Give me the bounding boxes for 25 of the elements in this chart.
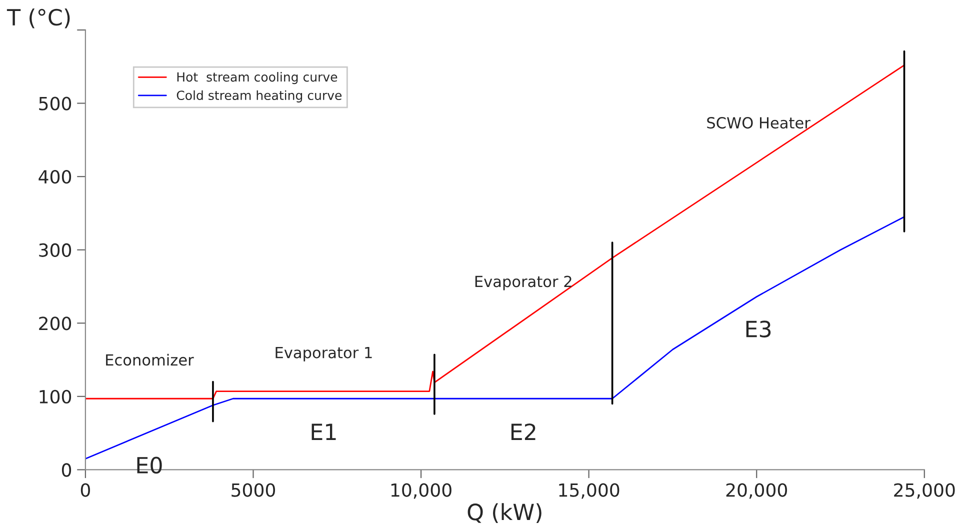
annotation: E2 [511, 423, 536, 440]
y-tick-label: 400 [38, 170, 72, 184]
legend-label: Hot stream cooling curve [177, 72, 338, 84]
annotation: Evaporator 2 [475, 276, 572, 290]
y-tick-label: 500 [39, 96, 72, 110]
x-tick-label: 10,000 [391, 483, 452, 499]
y-tick-label: 100 [40, 390, 72, 404]
x-axis-title: Q (kW) [468, 503, 542, 523]
x-tick-label: 0 [80, 483, 90, 497]
line-series [85, 64, 905, 400]
annotation: Evaporator 1 [276, 347, 372, 362]
annotation: E0 [137, 456, 162, 474]
annotation: SCWO Heater [707, 117, 810, 129]
x-tick-label: 25,000 [894, 483, 955, 499]
legend-label: Cold stream heating curve [176, 90, 342, 102]
y-tick-label: 0 [62, 463, 72, 477]
annotation: E1 [312, 424, 336, 440]
y-tick-label: 300 [39, 243, 72, 257]
y-tick-label: 200 [39, 316, 72, 330]
y-axis-title: T (°C) [6, 8, 70, 28]
annotation: Economizer [106, 354, 194, 366]
x-tick-label: 5000 [232, 483, 276, 497]
x-tick-label: 15,000 [559, 483, 620, 499]
x-tick-label: 20,000 [726, 483, 787, 499]
annotation: E3 [746, 320, 771, 338]
